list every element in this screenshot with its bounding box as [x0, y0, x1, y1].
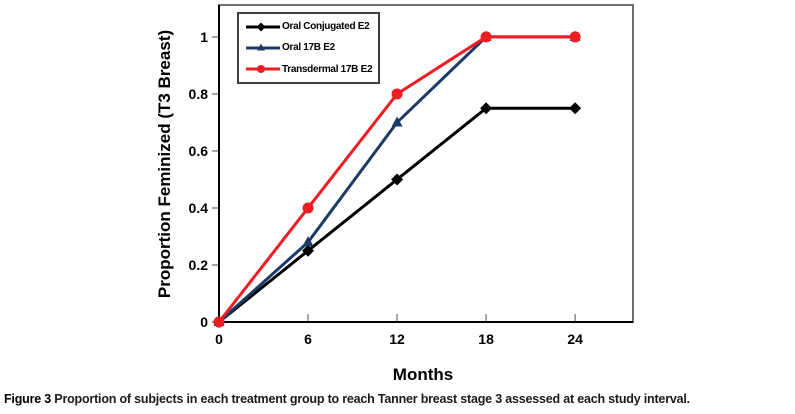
- marker-transdermal-17b-e2-0: [213, 316, 225, 328]
- legend-item-oral-conjugated-e2: Oral Conjugated E2: [245, 17, 376, 37]
- x-tick-label: 6: [304, 331, 312, 347]
- line-chart: 0 0.2 0.4 0.6 0.8 1 0 6 12 18 24 Months Proportion…: [155, 4, 634, 384]
- legend-label: Oral Conjugated E2: [282, 21, 370, 33]
- legend-marker-circle: [257, 65, 265, 74]
- legend-marker-diamond: [256, 22, 266, 32]
- marker-transdermal-17b-e2-18: [480, 31, 492, 43]
- marker-transdermal-17b-e2-24: [569, 31, 581, 43]
- marker-oral-conjugated-e2-24: [569, 102, 582, 115]
- marker-oral-17b-e2-12: [391, 116, 403, 127]
- legend-label: Transdermal 17B E2: [282, 63, 373, 75]
- x-tick-label: 24: [567, 331, 583, 347]
- y-axis-title: Proportion Feminized (T3 Breast): [155, 30, 174, 298]
- legend-sample-circle-icon: [246, 65, 280, 74]
- legend: Oral Conjugated E2 Oral 17B E2 Transderm…: [237, 12, 380, 84]
- caption-text: Proportion of subjects in each treatment…: [51, 392, 690, 406]
- legend-item-transdermal-17b-e2: Transdermal 17B E2: [245, 59, 376, 79]
- x-tick-label: 12: [389, 331, 405, 347]
- marker-oral-17b-e2-6: [302, 236, 314, 247]
- x-tick-label: 18: [478, 331, 494, 347]
- marker-oral-conjugated-e2-12: [391, 173, 404, 186]
- axis-ticks: 0 0.2 0.4 0.6 0.8 1 0 6 12 18 24: [189, 29, 584, 347]
- legend-sample-triangle-icon: [246, 43, 280, 51]
- marker-oral-conjugated-e2-18: [480, 102, 493, 115]
- x-tick-label: 0: [215, 331, 223, 347]
- marker-transdermal-17b-e2-12: [391, 88, 403, 100]
- axes: [218, 5, 633, 323]
- marker-transdermal-17b-e2-6: [302, 202, 314, 214]
- marker-oral-conjugated-e2-6: [302, 244, 315, 257]
- caption-label: Figure 3: [4, 392, 52, 406]
- y-tick-label: 0.6: [189, 143, 209, 159]
- y-tick-label: 0.4: [189, 200, 209, 216]
- y-tick-label: 0.2: [189, 257, 209, 273]
- data-series: [213, 30, 582, 328]
- figure-caption: Figure 3 Proportion of subjects in each …: [4, 392, 792, 406]
- legend-sample-diamond-icon: [246, 22, 280, 32]
- legend-marker-triangle: [257, 43, 265, 51]
- y-tick-label: 1: [200, 29, 208, 45]
- x-axis-title: Months: [393, 365, 453, 384]
- y-tick-label: 0: [200, 314, 208, 330]
- legend-label: Oral 17B E2: [282, 42, 335, 54]
- y-tick-label: 0.8: [189, 86, 209, 102]
- legend-item-oral-17b-e2: Oral 17B E2: [245, 38, 376, 58]
